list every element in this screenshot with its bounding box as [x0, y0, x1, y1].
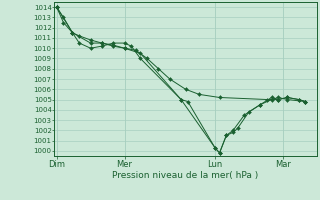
X-axis label: Pression niveau de la mer( hPa ): Pression niveau de la mer( hPa )	[112, 171, 259, 180]
